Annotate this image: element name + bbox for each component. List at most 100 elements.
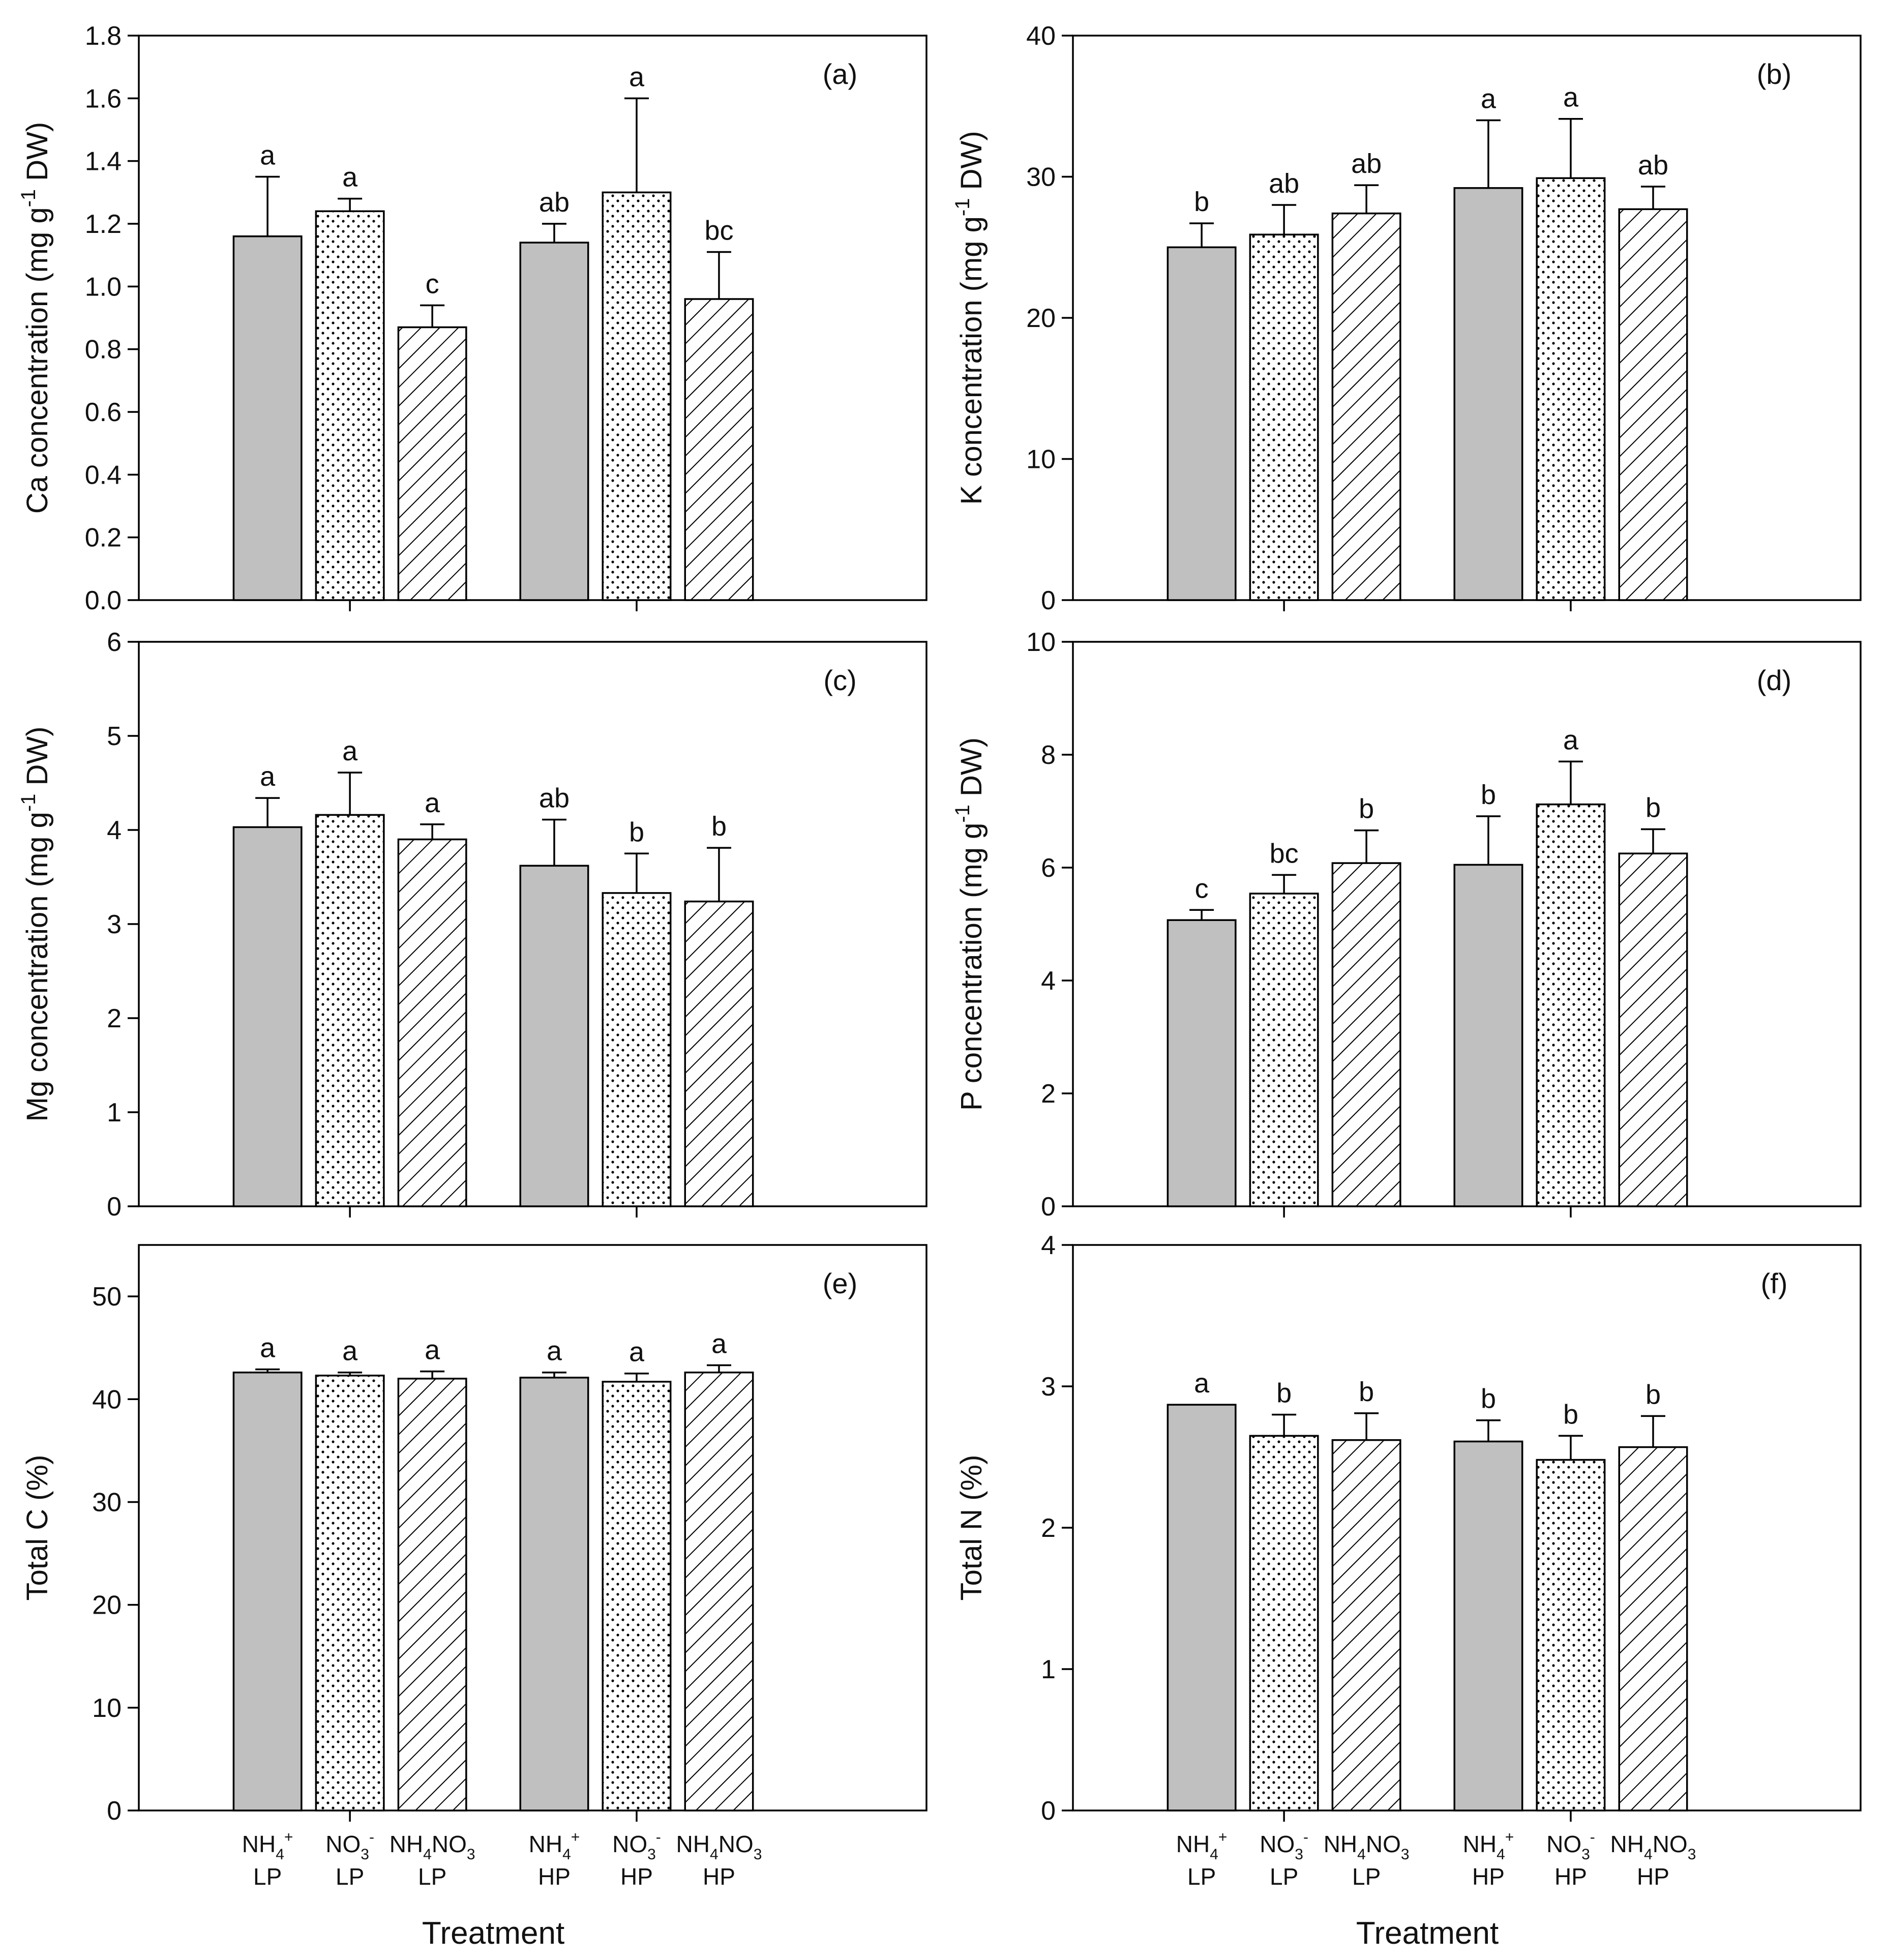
category-subscript: 4	[1644, 1846, 1653, 1863]
y-tick-label: 0	[1041, 586, 1056, 615]
category-base: NH	[242, 1831, 276, 1857]
category-label: NO3-	[1546, 1829, 1595, 1863]
category-superscript: +	[571, 1829, 580, 1846]
category-superscript: -	[369, 1829, 374, 1846]
category-subscript: 3	[1295, 1846, 1303, 1863]
y-tick-label: 0.2	[85, 523, 122, 553]
bar	[519, 242, 589, 601]
category-label: NH4+	[242, 1829, 293, 1863]
bar	[397, 326, 467, 601]
bar	[1453, 1440, 1523, 1811]
y-tick-label: 1.0	[85, 272, 122, 302]
category-base: NH	[529, 1831, 562, 1857]
significance-letter: a	[260, 1333, 276, 1363]
bar	[232, 826, 303, 1207]
bar	[315, 814, 385, 1207]
category-line2: LP	[253, 1863, 282, 1890]
significance-letter: ab	[539, 783, 570, 814]
bar	[1536, 1459, 1606, 1811]
y-tick-label: 3	[107, 910, 122, 939]
category-superscript: -	[1303, 1829, 1308, 1846]
category-superscript: +	[1218, 1829, 1228, 1846]
significance-letter: ab	[539, 187, 570, 218]
y-tick-label: 1.6	[85, 84, 122, 113]
panel-label: (a)	[823, 58, 857, 90]
significance-letter: b	[629, 817, 644, 847]
y-tick-label: 10	[1026, 445, 1056, 474]
bar	[1166, 919, 1237, 1207]
significance-letter: a	[260, 140, 276, 171]
y-axis-label: Mg concentration (mg g-1 DW)	[17, 727, 54, 1122]
significance-letter: c	[426, 269, 439, 299]
significance-letter: b	[1563, 1399, 1578, 1430]
category-line2: LP	[418, 1863, 446, 1890]
y-tick-label: 4	[1041, 966, 1056, 996]
category-label: NH4+	[1176, 1829, 1228, 1863]
significance-letter: ab	[1269, 168, 1299, 199]
significance-letter: b	[1645, 1379, 1661, 1410]
category-label: NO3-	[612, 1829, 661, 1863]
y-tick-label: 40	[92, 1385, 122, 1414]
category-subscript: 3	[1581, 1846, 1590, 1863]
bar	[1331, 1439, 1401, 1811]
bar	[1166, 246, 1237, 601]
significance-letter: b	[1359, 1377, 1374, 1407]
bar	[232, 1371, 303, 1811]
y-tick-label: 2	[1041, 1079, 1056, 1109]
y-tick-label: 0	[1041, 1192, 1056, 1222]
category-base: NH	[390, 1831, 423, 1857]
y-tick-label: 30	[92, 1488, 122, 1517]
panel-b: 0 10 20 30 40 b ab ab a a ab (b) K concentration (mg…	[951, 21, 1862, 615]
category-superscript: -	[656, 1829, 661, 1846]
significance-letter: b	[1481, 780, 1496, 810]
significance-letter: a	[1563, 725, 1579, 755]
y-tick-label: 10	[1026, 628, 1056, 657]
significance-letter: a	[425, 1335, 440, 1365]
y-label-superscript: -1	[951, 198, 974, 217]
significance-letter: a	[711, 1329, 727, 1359]
y-label-text: Total C (%)	[21, 1455, 54, 1601]
significance-letter: b	[1194, 187, 1209, 217]
y-tick-label: 2	[107, 1004, 122, 1033]
y-label-text: DW)	[21, 727, 54, 794]
panel-d: 0 2 4 6 8 10 c bc b b a b (d) P concentration (mg g-1…	[951, 628, 1862, 1222]
significance-letter: a	[1563, 82, 1579, 113]
category-base: NH	[1324, 1831, 1357, 1857]
y-tick-label: 1	[1041, 1655, 1056, 1684]
y-label-text: Mg concentration (mg g	[21, 812, 54, 1121]
significance-letter: a	[1481, 84, 1497, 114]
bar	[602, 191, 672, 601]
category-label: NH4NO3	[1324, 1831, 1410, 1863]
y-tick-label: 2	[1041, 1513, 1056, 1543]
y-tick-label: 8	[1041, 740, 1056, 770]
y-tick-label: 1	[107, 1098, 122, 1127]
y-tick-label: 0.8	[85, 335, 122, 365]
category-label: NH4+	[529, 1829, 580, 1863]
bar	[1536, 177, 1606, 601]
y-tick-label: 1.8	[85, 21, 122, 51]
significance-letter: c	[1195, 873, 1209, 904]
y-axis-label: Ca concentration (mg g-1 DW)	[17, 122, 54, 514]
y-tick-label: 4	[1041, 1231, 1056, 1260]
category-superscript: -	[1590, 1829, 1595, 1846]
category-line2: LP	[336, 1863, 364, 1890]
category-line2: LP	[1187, 1863, 1216, 1890]
category-base: NO	[719, 1831, 754, 1857]
bar	[1331, 212, 1401, 601]
category-subscript: 4	[710, 1846, 719, 1863]
bar	[519, 865, 589, 1207]
y-tick-label: 0	[107, 1192, 122, 1222]
y-label-text: Total N (%)	[955, 1455, 988, 1601]
bar	[397, 1378, 467, 1811]
category-subscript: 3	[361, 1846, 369, 1863]
bar	[1249, 1435, 1319, 1811]
significance-letter: bc	[1270, 838, 1299, 869]
category-line2: LP	[1352, 1863, 1381, 1890]
category-superscript: +	[284, 1829, 293, 1846]
significance-letter: ab	[1351, 149, 1382, 179]
y-tick-label: 0.4	[85, 460, 122, 490]
y-axis-label: P concentration (mg g-1 DW)	[951, 737, 988, 1111]
category-subscript: 4	[1497, 1846, 1505, 1863]
y-tick-label: 10	[92, 1694, 122, 1723]
